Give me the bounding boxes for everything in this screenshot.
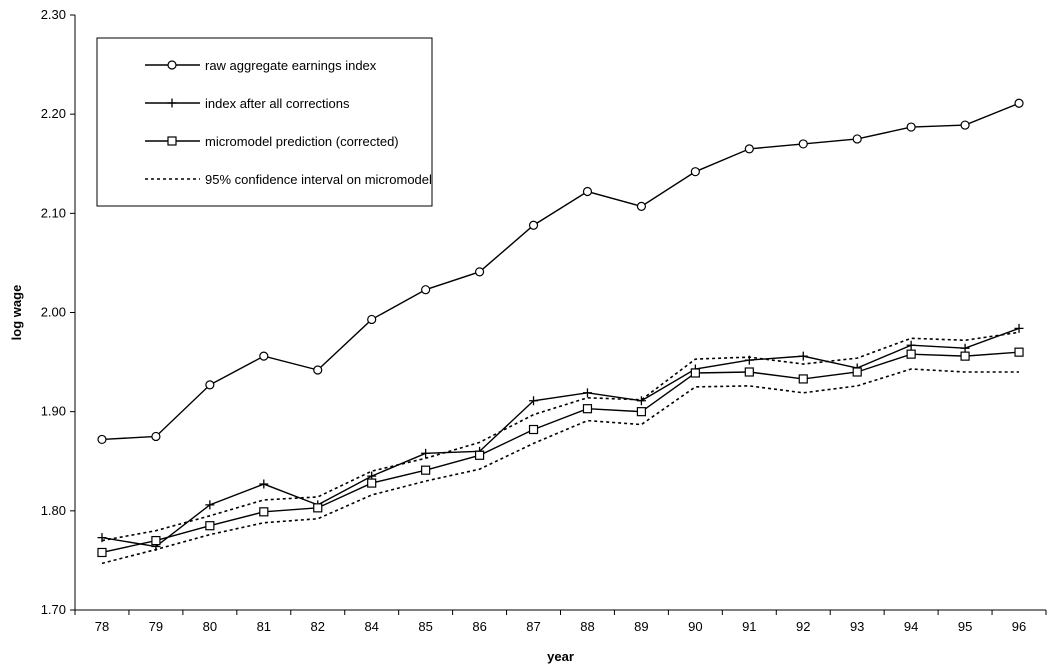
square-marker bbox=[313, 503, 323, 513]
square-marker bbox=[167, 136, 177, 146]
square-marker bbox=[367, 478, 377, 488]
circle-marker bbox=[690, 167, 700, 177]
plus-marker bbox=[259, 479, 269, 489]
x-tick-label: 96 bbox=[1012, 619, 1026, 634]
x-tick-label: 85 bbox=[418, 619, 432, 634]
x-tick-label: 87 bbox=[526, 619, 540, 634]
legend-label: 95% confidence interval on micromodel bbox=[205, 172, 432, 187]
series-4 bbox=[101, 368, 1020, 565]
x-axis-title: year bbox=[547, 649, 574, 664]
series-line bbox=[101, 327, 1020, 548]
circle-marker bbox=[582, 186, 593, 197]
circle-marker bbox=[528, 220, 539, 230]
legend-label: index after all corrections bbox=[205, 96, 350, 111]
square-marker bbox=[852, 367, 862, 377]
circle-marker bbox=[1014, 98, 1024, 108]
plus-marker bbox=[906, 340, 916, 350]
square-marker bbox=[421, 465, 431, 475]
circle-marker bbox=[906, 122, 916, 132]
series-line bbox=[101, 351, 1020, 554]
y-tick-label: 2.00 bbox=[41, 305, 66, 320]
square-marker bbox=[636, 407, 647, 417]
x-tick-label: 90 bbox=[688, 619, 702, 634]
y-axis-title: log wage bbox=[9, 285, 24, 341]
plus-marker bbox=[529, 396, 539, 406]
circle-marker bbox=[960, 120, 970, 130]
legend-box bbox=[96, 37, 433, 207]
circle-marker bbox=[151, 431, 161, 442]
plus-marker bbox=[636, 396, 646, 406]
square-marker bbox=[151, 535, 161, 546]
x-tick-label: 92 bbox=[796, 619, 810, 634]
legend-label: raw aggregate earnings index bbox=[205, 58, 377, 73]
x-tick-label: 88 bbox=[580, 619, 594, 634]
y-tick-label: 2.30 bbox=[41, 7, 66, 22]
circle-marker bbox=[97, 434, 107, 445]
x-tick-label: 94 bbox=[904, 619, 918, 634]
x-tick-label: 84 bbox=[364, 619, 378, 634]
x-tick-label: 80 bbox=[203, 619, 217, 634]
circle-marker bbox=[259, 351, 269, 361]
plus-marker bbox=[960, 343, 970, 353]
y-tick-label: 1.70 bbox=[41, 602, 66, 617]
circle-marker bbox=[313, 365, 323, 375]
series-line bbox=[101, 368, 1020, 565]
x-tick-label: 78 bbox=[95, 619, 109, 634]
plus-marker bbox=[167, 98, 177, 108]
series-1 bbox=[97, 323, 1024, 552]
circle-marker bbox=[474, 267, 485, 277]
circle-marker bbox=[636, 201, 647, 211]
plus-marker bbox=[205, 500, 215, 510]
circle-marker bbox=[167, 60, 177, 70]
plus-marker bbox=[421, 448, 431, 458]
square-marker bbox=[582, 404, 593, 414]
square-marker bbox=[906, 349, 916, 359]
square-marker bbox=[744, 367, 754, 377]
square-marker bbox=[474, 450, 485, 460]
x-tick-label: 81 bbox=[257, 619, 271, 634]
legend-label: micromodel prediction (corrected) bbox=[205, 134, 399, 149]
circle-marker bbox=[744, 144, 754, 154]
square-marker bbox=[798, 374, 808, 384]
y-tick-label: 1.80 bbox=[41, 503, 66, 518]
plus-marker bbox=[97, 533, 107, 543]
series-2 bbox=[97, 347, 1024, 558]
x-tick-label: 86 bbox=[472, 619, 486, 634]
series-3 bbox=[101, 331, 1020, 542]
plus-marker bbox=[1014, 323, 1024, 333]
axes: 1.70 1.80 1.90 2.00 2.10 2.20 2.30 78 79 80 81 82 84… bbox=[41, 7, 1047, 634]
circle-marker bbox=[367, 314, 377, 325]
square-marker bbox=[960, 351, 970, 361]
x-tick-label: 79 bbox=[149, 619, 163, 634]
x-tick-label: 91 bbox=[742, 619, 756, 634]
x-tick-label: 82 bbox=[311, 619, 325, 634]
y-tick-label: 2.20 bbox=[41, 106, 66, 121]
circle-marker bbox=[852, 134, 862, 144]
plus-marker bbox=[582, 388, 592, 398]
plus-marker bbox=[798, 351, 808, 361]
x-tick-label: 89 bbox=[634, 619, 648, 634]
series-layer bbox=[97, 98, 1024, 565]
legend: raw aggregate earnings index index after … bbox=[96, 37, 433, 207]
circle-marker bbox=[205, 380, 215, 390]
square-marker bbox=[1014, 347, 1024, 357]
x-tick-label: 95 bbox=[958, 619, 972, 634]
series-line bbox=[101, 102, 1020, 441]
x-tick-label: 93 bbox=[850, 619, 864, 634]
y-tick-label: 1.90 bbox=[41, 404, 66, 419]
square-marker bbox=[205, 521, 215, 531]
series-0 bbox=[97, 98, 1024, 445]
square-marker bbox=[259, 507, 269, 517]
square-marker bbox=[528, 424, 539, 435]
square-marker bbox=[690, 368, 700, 378]
circle-marker bbox=[798, 139, 808, 149]
square-marker bbox=[97, 547, 107, 558]
series-line bbox=[101, 331, 1020, 542]
circle-marker bbox=[421, 285, 431, 295]
y-tick-label: 2.10 bbox=[41, 205, 66, 220]
